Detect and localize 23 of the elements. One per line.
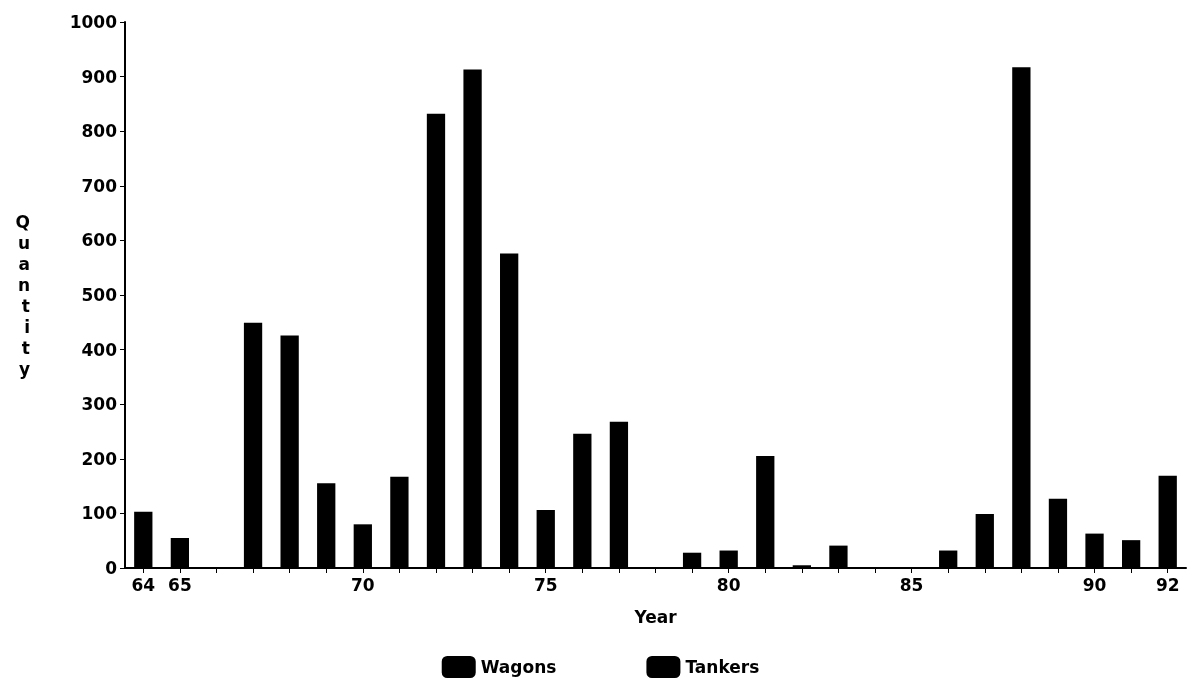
x-tick-label: 75 xyxy=(533,574,558,595)
y-tick-label: 1000 xyxy=(69,12,118,32)
y-tick-label: 700 xyxy=(81,175,118,196)
x-tick-label: 80 xyxy=(716,574,741,595)
y-tick-label: 800 xyxy=(81,121,118,142)
x-tick-label: 90 xyxy=(1082,574,1107,595)
y-tick-label: 0 xyxy=(105,558,118,578)
y-tick-label: 600 xyxy=(81,230,118,251)
x-tick-label: 70 xyxy=(350,574,375,595)
y-tick-label: 200 xyxy=(81,448,118,469)
x-axis-title: Year xyxy=(633,606,678,627)
y-tick-label: 500 xyxy=(81,285,118,305)
x-tick-label: 65 xyxy=(168,574,192,595)
y-tick-label: 300 xyxy=(81,394,118,415)
x-tick-label: 92 xyxy=(1155,574,1180,595)
x-tick-label: 64 xyxy=(131,574,156,595)
x-tick-label: 85 xyxy=(899,574,924,595)
legend-label: Wagons xyxy=(480,657,557,677)
y-axis-title: Quantity xyxy=(15,211,30,379)
legend-label: Tankers xyxy=(685,657,760,677)
y-tick-label: 100 xyxy=(81,503,118,524)
y-tick-label: 900 xyxy=(81,66,118,87)
y-tick-label: 400 xyxy=(81,339,118,360)
